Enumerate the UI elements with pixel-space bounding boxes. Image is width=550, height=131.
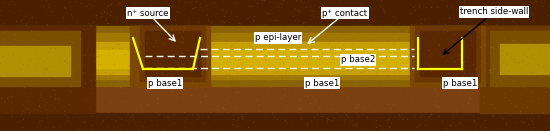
Bar bbox=[415, 26, 480, 81]
Bar bbox=[0, 26, 550, 86]
Text: p base1: p base1 bbox=[305, 78, 339, 88]
Bar bbox=[140, 26, 205, 81]
Bar bbox=[490, 31, 550, 86]
Bar bbox=[145, 31, 200, 76]
Text: p base2: p base2 bbox=[341, 56, 375, 64]
Text: p base1: p base1 bbox=[148, 78, 182, 88]
Bar bbox=[410, 26, 485, 86]
Bar bbox=[130, 26, 210, 86]
Text: p⁺ contact: p⁺ contact bbox=[322, 9, 367, 18]
Text: n⁺ source: n⁺ source bbox=[127, 9, 169, 18]
Bar bbox=[480, 26, 550, 113]
Bar bbox=[500, 44, 550, 74]
Bar bbox=[0, 113, 550, 131]
Bar bbox=[420, 31, 475, 76]
Bar bbox=[0, 42, 550, 74]
Bar bbox=[0, 46, 70, 76]
Text: p base1: p base1 bbox=[443, 78, 477, 88]
Bar bbox=[0, 50, 550, 68]
Bar bbox=[0, 31, 80, 86]
Text: trench side-wall: trench side-wall bbox=[460, 7, 528, 17]
Bar bbox=[0, 26, 95, 113]
Text: p epi-layer: p epi-layer bbox=[255, 34, 301, 42]
Bar bbox=[0, 0, 550, 26]
Bar bbox=[0, 33, 550, 79]
